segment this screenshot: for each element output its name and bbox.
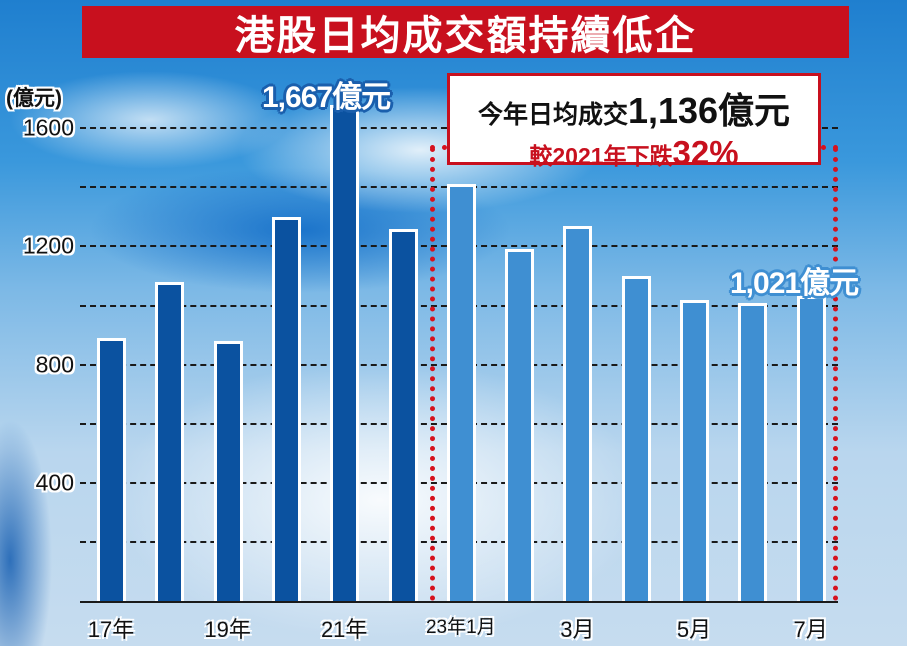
summary-line-2: 較2021年下跌32% xyxy=(450,134,818,172)
highlight-dotted-border-left xyxy=(430,147,435,601)
bar-4月 xyxy=(621,275,651,601)
x-tick-label: 21年 xyxy=(320,617,368,642)
y-axis-unit: (億元) xyxy=(6,87,62,110)
bar-2020年 xyxy=(271,216,301,601)
bar-2月 xyxy=(505,249,535,601)
highlight-dotted-border-right xyxy=(833,147,838,601)
x-tick-label: 3月 xyxy=(560,617,595,642)
bar-6月 xyxy=(738,302,768,601)
x-tick-label: 23年1月 xyxy=(425,617,496,638)
highlight-dotted-border-top-right xyxy=(821,145,838,150)
x-tick-label: 5月 xyxy=(676,617,712,642)
y-tick-label: 400 xyxy=(35,469,74,496)
peak-callout: 1,667億元 xyxy=(262,81,391,114)
bar-7月 xyxy=(796,296,826,601)
y-tick-label: 800 xyxy=(35,351,74,378)
summary-ytd-average: 1,136億元 xyxy=(627,90,791,131)
y-tick-label: 1600 xyxy=(22,114,74,141)
chart-title: 港股日均成交額持續低企 xyxy=(82,6,849,59)
x-tick-label: 7月 xyxy=(793,617,828,642)
summary-decline-percent: 32% xyxy=(672,134,739,171)
bar-5月 xyxy=(680,299,709,601)
bar-2022年 xyxy=(388,228,418,601)
bar-3月 xyxy=(563,225,593,601)
bar-2018年 xyxy=(155,281,185,601)
x-tick-label: 17年 xyxy=(87,617,135,642)
bar-2019年 xyxy=(213,340,243,601)
x-axis-line xyxy=(80,601,838,603)
summary-line-1: 今年日均成交1,136億元 xyxy=(450,82,818,134)
bar-2021年 xyxy=(330,105,360,601)
summary-line-2-prefix: 較2021年下跌 xyxy=(529,143,673,169)
bar-2023年1月 xyxy=(446,184,476,601)
summary-box: 今年日均成交1,136億元 較2021年下跌32% xyxy=(447,73,821,171)
latest-callout: 1,021億元 xyxy=(730,267,859,300)
x-tick-label: 19年 xyxy=(204,617,251,642)
highlight-dotted-border-top-left xyxy=(430,145,447,150)
bar-2017年 xyxy=(97,337,126,601)
summary-line-1-prefix: 今年日均成交 xyxy=(477,101,628,129)
y-tick-label: 1200 xyxy=(22,232,74,259)
